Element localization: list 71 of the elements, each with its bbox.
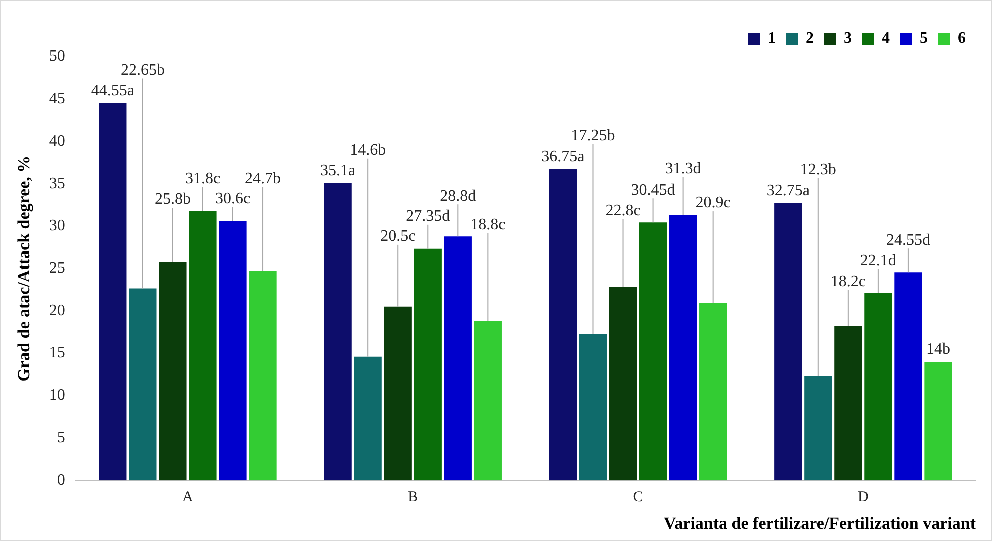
data-label: 31.8c <box>185 170 221 188</box>
bar <box>549 169 578 481</box>
bar <box>864 293 892 481</box>
y-tick-label: 10 <box>49 387 66 404</box>
bar <box>774 203 802 481</box>
bar <box>639 222 668 481</box>
data-label: 22.8c <box>606 202 641 220</box>
data-label: 24.55d <box>886 232 930 249</box>
x-tick-label: D <box>858 490 870 506</box>
legend-label: 2 <box>806 30 814 48</box>
y-tick-label: 50 <box>49 48 66 66</box>
legend-label: 6 <box>958 30 966 48</box>
y-tick-label: 0 <box>57 472 66 489</box>
bar <box>354 356 382 481</box>
bar <box>414 248 442 481</box>
bar <box>579 334 608 481</box>
bar <box>669 215 698 481</box>
y-tick-label: 20 <box>49 302 66 320</box>
bar <box>99 103 127 481</box>
y-axis-title: Grad de atac/Attack degree, % <box>14 156 34 382</box>
data-label: 30.45d <box>631 182 676 199</box>
data-label: 36.75a <box>542 148 585 166</box>
y-tick-label: 30 <box>49 218 66 235</box>
bar <box>834 326 862 481</box>
y-tick-label: 35 <box>49 175 66 192</box>
legend-label: 1 <box>768 30 776 48</box>
bar <box>189 211 217 481</box>
y-tick-label: 15 <box>49 344 66 362</box>
x-tick-label: A <box>182 490 194 506</box>
data-label: 18.8c <box>470 216 506 234</box>
data-label: 25.8b <box>154 191 191 208</box>
y-tick-label: 40 <box>49 132 66 150</box>
bar <box>474 321 502 481</box>
data-label: 20.5c <box>380 228 416 246</box>
bar <box>324 183 352 481</box>
bar <box>804 376 832 481</box>
bar <box>219 221 247 481</box>
data-label: 18.2c <box>830 274 866 291</box>
bar <box>609 287 638 481</box>
data-label: 30.6c <box>215 190 251 208</box>
bar <box>700 304 728 481</box>
data-label: 12.3b <box>800 162 836 179</box>
data-label: 27.35d <box>406 208 450 226</box>
data-label: 14.6b <box>350 142 386 160</box>
data-label: 44.55a <box>91 82 134 100</box>
data-label: 22.1d <box>860 252 896 270</box>
bar <box>384 306 412 481</box>
data-label: 35.1a <box>320 162 356 180</box>
bar <box>129 288 157 481</box>
y-tick-label: 45 <box>49 90 66 108</box>
data-label: 22.65b <box>120 62 165 79</box>
data-label: 31.3d <box>665 160 702 178</box>
data-label: 17.25b <box>571 128 616 145</box>
data-label: 28.8d <box>440 188 476 205</box>
bar <box>894 272 922 481</box>
y-tick-label: 5 <box>57 429 66 446</box>
legend-label: 5 <box>920 30 928 48</box>
legend-label: 4 <box>882 30 890 48</box>
data-label: 20.9c <box>696 194 731 212</box>
bar <box>444 236 472 481</box>
x-tick-label: C <box>633 490 644 506</box>
bar <box>924 362 952 481</box>
bar <box>249 271 277 481</box>
x-axis-title: Varianta de fertilizare/Fertilization variant <box>664 514 976 534</box>
data-label: 32.75a <box>766 182 810 200</box>
x-tick-label: B <box>408 490 418 506</box>
data-label: 24.7b <box>245 170 282 188</box>
bar <box>159 262 187 481</box>
y-tick-label: 25 <box>49 260 66 278</box>
legend-label: 3 <box>844 30 852 48</box>
data-label: 14b <box>926 341 950 358</box>
